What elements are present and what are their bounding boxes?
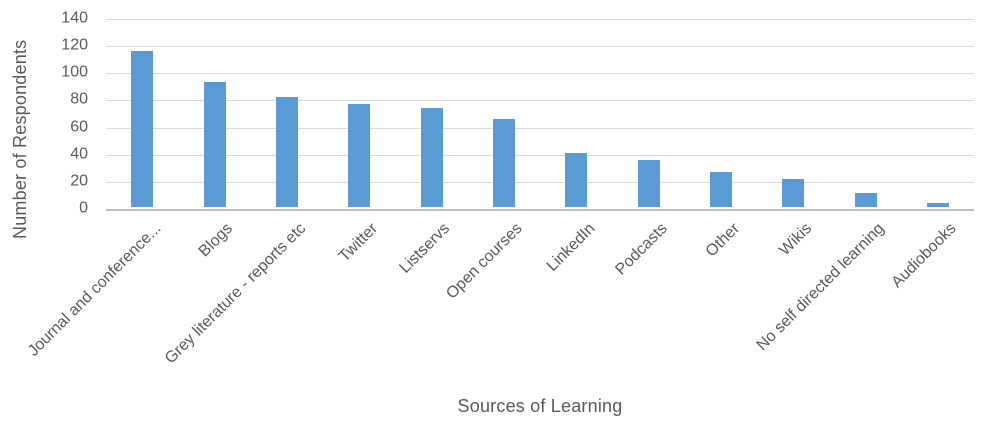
- x-category-label: Blogs: [196, 220, 237, 261]
- bar: [926, 202, 949, 207]
- y-tick-label: 40: [70, 145, 88, 163]
- bar: [203, 82, 226, 207]
- bar: [782, 178, 805, 207]
- gridline: [106, 46, 974, 48]
- gridline: [106, 19, 974, 20]
- y-tick-label: 120: [61, 36, 88, 54]
- x-axis-line: [106, 209, 974, 211]
- gridline: [106, 154, 974, 156]
- bar: [420, 107, 443, 207]
- x-category-label: Listservs: [396, 220, 454, 277]
- x-category-label: LinkedIn: [543, 220, 599, 275]
- y-tick-label: 20: [70, 172, 88, 190]
- x-category-label: Open courses: [443, 220, 526, 303]
- y-axis-ticks: 0 20 40 60 80 100 120 140: [0, 0, 92, 436]
- y-tick-label: 0: [79, 199, 88, 217]
- x-category-label: Grey literature - reports etc: [161, 220, 309, 368]
- gridline: [106, 181, 974, 183]
- y-tick-label: 60: [70, 118, 88, 136]
- bar: [709, 171, 732, 207]
- bar: [131, 50, 154, 207]
- x-category-label: Wikis: [776, 220, 816, 260]
- plot-area: [106, 19, 974, 211]
- x-category-label: Audiobooks: [888, 220, 960, 292]
- gridline: [106, 127, 974, 129]
- bar: [492, 118, 515, 207]
- gridline: [106, 100, 974, 102]
- x-axis-labels: Journal and conference... Blogs Grey liter…: [24, 212, 974, 412]
- y-tick-label: 140: [61, 9, 88, 27]
- bar: [275, 97, 298, 207]
- bar: [854, 193, 877, 207]
- y-tick-label: 100: [61, 63, 88, 81]
- gridline: [106, 73, 974, 75]
- y-tick-label: 80: [70, 91, 88, 109]
- bar: [637, 159, 660, 207]
- x-category-label: Other: [702, 220, 743, 261]
- x-category-label: Twitter: [335, 220, 382, 266]
- x-category-label: No self directed learning: [753, 220, 888, 355]
- x-axis-title: Sources of Learning: [457, 396, 623, 416]
- x-category-label: Podcasts: [611, 220, 671, 279]
- bar: [565, 152, 588, 207]
- bar: [348, 103, 371, 207]
